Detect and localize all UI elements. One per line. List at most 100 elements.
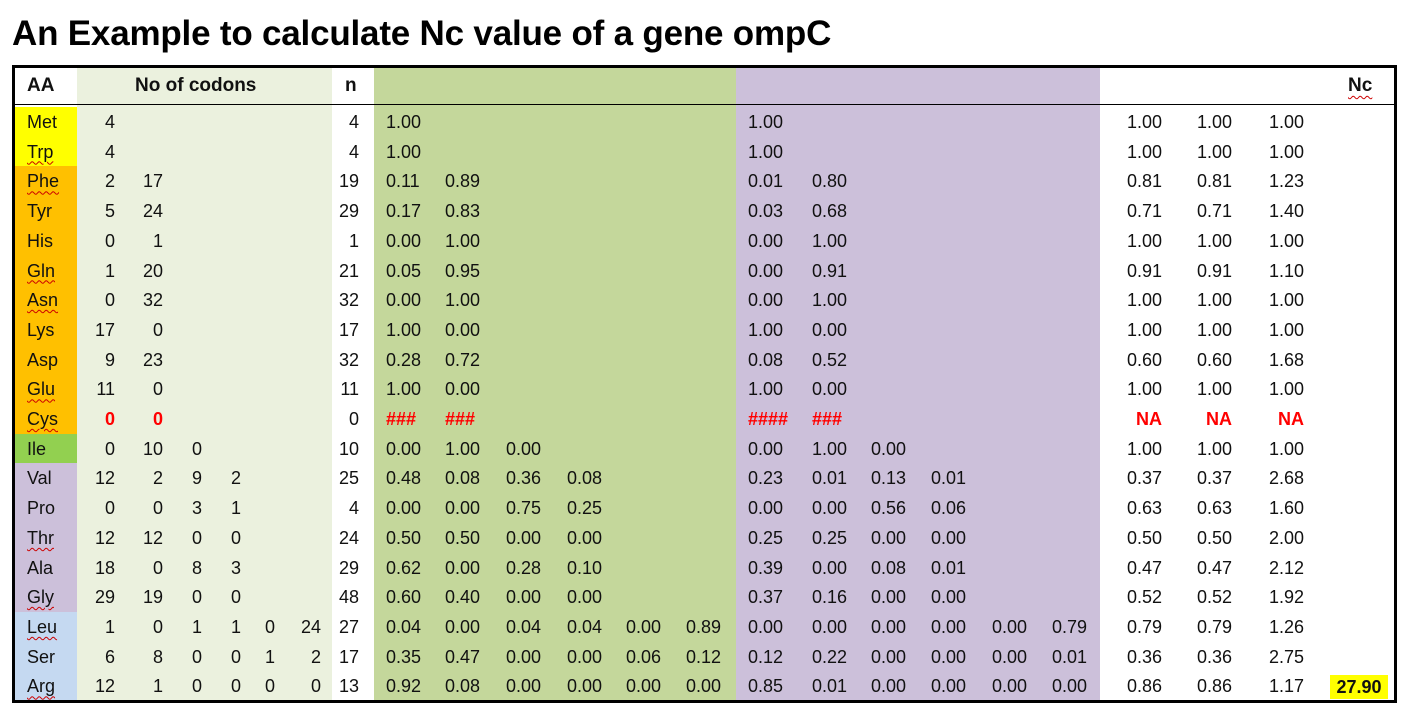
nc-result: 27.90 (1330, 675, 1388, 700)
aa-cell-bg (15, 314, 77, 346)
p-value: 0.12 (686, 646, 722, 667)
inv-fk-value: 1.00 (1268, 290, 1304, 311)
codon-count: 0 (191, 646, 202, 667)
p-value: 0.83 (445, 201, 481, 222)
p-value: 0.00 (567, 676, 603, 697)
p2-value: 0.00 (812, 498, 848, 519)
p2-value: 0.00 (748, 290, 784, 311)
p2-value: 0.00 (748, 260, 784, 281)
fk-value: 0.63 (1196, 498, 1232, 519)
inv-fk-value: 1.92 (1268, 587, 1304, 608)
fk-value: 0.86 (1196, 676, 1232, 697)
aa-label: Trp (27, 141, 54, 162)
n-value: 13 (338, 676, 359, 697)
n-value: 32 (338, 290, 359, 311)
aa-label: Arg (27, 676, 56, 697)
codon-count: 17 (142, 171, 163, 192)
table-cells: AA No of codons n Nc Met 4 4 1.00 1.00 1.00 1.00 1.… (15, 68, 1394, 700)
fk-value: 0.91 (1196, 260, 1232, 281)
p2-value: 0.01 (931, 557, 967, 578)
p2-value: 0.01 (1052, 646, 1088, 667)
inv-fk-value: 1.23 (1268, 171, 1304, 192)
inv-fk-value: 1.26 (1268, 616, 1304, 637)
p-value: 0.17 (386, 201, 422, 222)
codon-count: 6 (104, 646, 115, 667)
p-value: 0.00 (567, 587, 603, 608)
p-value: 0.00 (506, 646, 542, 667)
fk-value: 0.47 (1196, 557, 1232, 578)
p2-value: 0.03 (748, 201, 784, 222)
p2-value: 1.00 (748, 319, 784, 340)
p-value: 0.92 (386, 676, 422, 697)
p-value: 0.00 (445, 616, 481, 637)
p-value: 0.89 (686, 616, 722, 637)
fk-value: 1.00 (1196, 290, 1232, 311)
codon-count: 0 (191, 527, 202, 548)
aa-label: His (27, 230, 53, 251)
p-value: 0.25 (567, 498, 603, 519)
header-codons: No of codons (135, 75, 257, 96)
aa-label: Ala (27, 557, 54, 578)
aa-cell-bg (15, 611, 77, 643)
n-value: 4 (348, 498, 359, 519)
codon-count: 1 (230, 498, 241, 519)
p-value: 1.00 (386, 141, 422, 162)
p2-value: 0.52 (812, 349, 848, 370)
p-value: 0.40 (445, 587, 481, 608)
codon-count: 4 (104, 141, 115, 162)
fk-value: 0.71 (1196, 201, 1232, 222)
sum-value: 0.63 (1126, 498, 1162, 519)
p-value: 1.00 (386, 319, 422, 340)
p-value: 0.04 (386, 616, 422, 637)
p2-value: #### (748, 409, 789, 429)
fk-value: 0.79 (1196, 616, 1232, 637)
codon-count: 1 (104, 616, 115, 637)
p-value: 1.00 (386, 112, 422, 132)
sum-value: 0.37 (1126, 468, 1162, 489)
p2-value: 0.00 (931, 676, 967, 697)
p-value: 0.00 (445, 498, 481, 519)
p-value: 0.60 (386, 587, 422, 608)
n-value: 17 (338, 319, 359, 340)
codon-count: 29 (94, 587, 115, 608)
p-value: 0.00 (506, 587, 542, 608)
n-value: 29 (338, 557, 359, 578)
n-value: 32 (338, 349, 359, 370)
p-value: 0.00 (445, 557, 481, 578)
aa-label: Gln (27, 260, 56, 281)
p2-value: 0.39 (748, 557, 784, 578)
codon-count: 0 (152, 557, 163, 578)
codon-count: 4 (104, 112, 115, 132)
fk-value: 1.00 (1196, 230, 1232, 251)
p-value: ### (445, 409, 476, 429)
p2-value: 1.00 (812, 230, 848, 251)
aa-cell-bg (15, 463, 77, 495)
p2-value: 0.00 (931, 587, 967, 608)
p2-value: 0.23 (748, 468, 784, 489)
fk-value: 0.50 (1196, 527, 1232, 548)
aa-cell-bg (15, 255, 77, 287)
p2-value: 0.00 (992, 616, 1028, 637)
p2-value: 0.00 (812, 379, 848, 400)
p2-value: 0.00 (748, 616, 784, 637)
p-value: 0.00 (386, 438, 422, 459)
sum-value: 0.81 (1126, 171, 1162, 192)
fk-value: 0.52 (1196, 587, 1232, 608)
fk-value: 0.81 (1196, 171, 1232, 192)
codon-count: 1 (191, 616, 202, 637)
p-value: 0.05 (386, 260, 422, 281)
fk-value: NA (1206, 409, 1232, 429)
p2-value: 0.01 (812, 468, 848, 489)
sum-value: NA (1136, 409, 1162, 429)
aa-cell-bg (15, 433, 77, 465)
aa-label: Val (27, 468, 52, 489)
p2-value: 0.00 (1052, 676, 1088, 697)
aa-label: Tyr (27, 201, 52, 222)
codon-count: 0 (230, 676, 241, 697)
fk-value: 0.37 (1196, 468, 1232, 489)
p-value: 0.50 (445, 527, 481, 548)
codon-count: 18 (94, 557, 115, 578)
p2-value: 0.00 (931, 616, 967, 637)
n-value: 19 (338, 171, 359, 192)
codon-count: 0 (104, 230, 115, 251)
